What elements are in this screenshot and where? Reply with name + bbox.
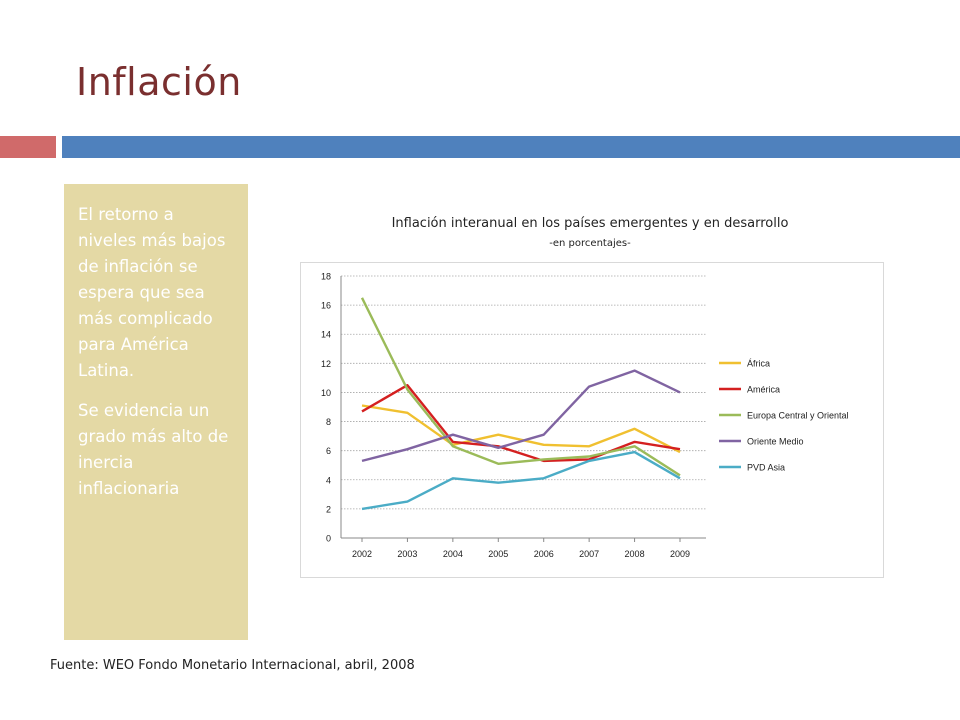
x-tick-label: 2006 — [534, 549, 554, 559]
x-tick-label: 2003 — [397, 549, 417, 559]
y-tick-label: 6 — [326, 446, 331, 456]
source-note: Fuente: WEO Fondo Monetario Internaciona… — [50, 658, 415, 673]
y-tick-label: 12 — [321, 359, 331, 369]
series-line-0 — [361, 404, 681, 454]
sidebar-paragraph-2: Se evidencia un grado más alto de inerci… — [78, 401, 229, 498]
y-tick-label: 14 — [321, 330, 331, 340]
chart-subtitle: -en porcentajes- — [549, 238, 631, 249]
chart-title: Inflación interanual en los países emerg… — [391, 216, 789, 231]
y-tick-label: 4 — [326, 475, 331, 485]
series-line-4 — [361, 450, 681, 511]
series-line-3 — [361, 369, 681, 463]
legend-label: Europa Central y Oriental — [747, 411, 849, 421]
legend-label: Oriente Medio — [747, 437, 804, 447]
x-tick-label: 2007 — [579, 549, 599, 559]
chart-frame: 0 2 4 6 8 10 12 14 16 18 2002 2003 2004 2005 2006 2007 2… — [300, 262, 884, 578]
y-tick-label: 16 — [321, 301, 331, 311]
x-tick-label: 2009 — [670, 549, 690, 559]
legend-label: PVD Asia — [747, 463, 785, 473]
slide-title: Inflación — [76, 60, 242, 104]
y-tick-label: 10 — [321, 388, 331, 398]
x-tick-label: 2004 — [443, 549, 463, 559]
series-line-1 — [361, 383, 681, 463]
y-tick-label: 8 — [326, 417, 331, 427]
sidebar-panel: El retorno a niveles más bajos de inflac… — [64, 184, 248, 640]
y-tick-label: 2 — [326, 504, 331, 514]
line-chart: 0 2 4 6 8 10 12 14 16 18 2002 2003 2004 2005 2006 2007 2… — [321, 272, 849, 560]
y-tick-label: 0 — [326, 534, 331, 544]
header-accent-bar-red — [0, 136, 56, 158]
x-tick-label: 2008 — [625, 549, 645, 559]
legend-label: América — [747, 385, 780, 395]
header-accent-bar-blue — [62, 136, 960, 158]
y-tick-label: 18 — [321, 272, 331, 282]
legend-label: África — [747, 359, 770, 369]
sidebar-paragraph-1: El retorno a niveles más bajos de inflac… — [78, 205, 226, 380]
x-tick-label: 2005 — [488, 549, 508, 559]
series-line-2 — [360, 297, 681, 477]
x-tick-label: 2002 — [352, 549, 372, 559]
